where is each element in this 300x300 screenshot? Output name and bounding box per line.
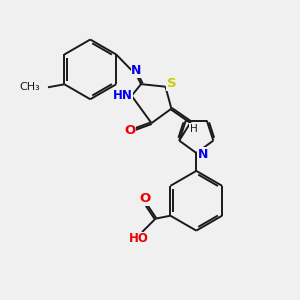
Text: O: O xyxy=(124,124,135,137)
Text: HO: HO xyxy=(129,232,149,245)
Text: O: O xyxy=(140,192,151,205)
Text: CH₃: CH₃ xyxy=(19,82,40,92)
Text: N: N xyxy=(198,148,208,161)
Text: H: H xyxy=(190,124,198,134)
Text: N: N xyxy=(131,64,142,77)
Text: S: S xyxy=(167,77,176,90)
Text: HN: HN xyxy=(113,89,133,102)
